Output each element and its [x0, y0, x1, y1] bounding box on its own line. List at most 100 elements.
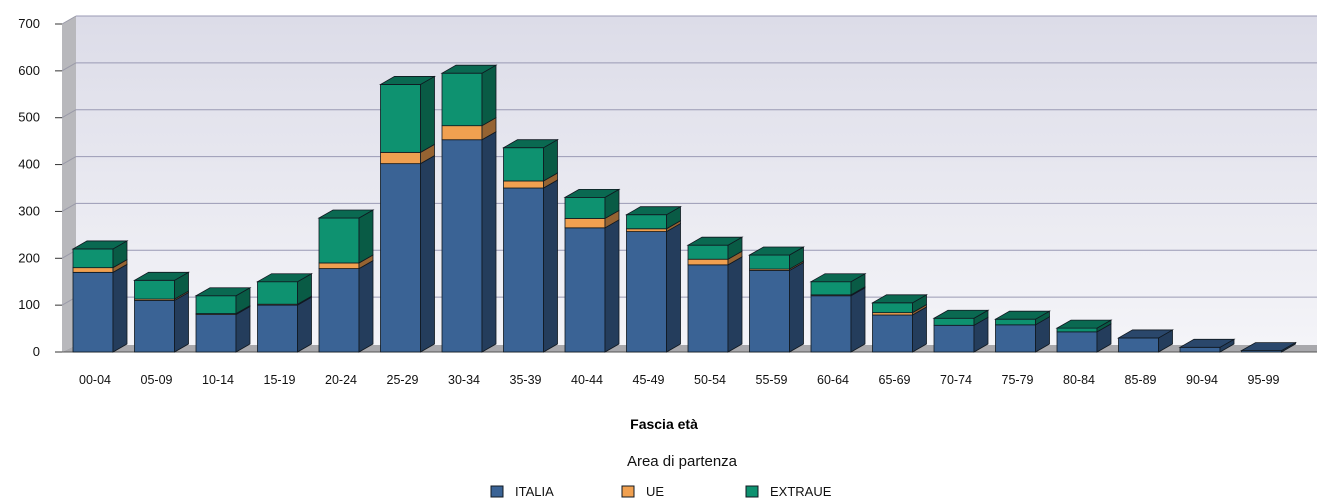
x-axis-title: Fascia età — [630, 416, 698, 432]
y-tick-label: 100 — [18, 297, 40, 312]
bar-side-italia — [112, 263, 128, 353]
bar-segment-italia — [134, 300, 175, 353]
gridline-side — [61, 62, 77, 72]
bar-top — [255, 273, 314, 283]
bar-top — [809, 273, 867, 283]
x-tick-label: 90-94 — [1186, 373, 1218, 387]
x-tick-label: 70-74 — [940, 373, 972, 387]
bar-top — [440, 64, 498, 74]
x-tick-label: 00-04 — [79, 373, 111, 387]
x-tick-label: 10-14 — [202, 373, 234, 387]
bar-side-extraue — [358, 209, 374, 264]
x-tick-label: 85-89 — [1125, 373, 1157, 387]
x-tick-label: 25-29 — [387, 373, 419, 387]
bar-segment-italia — [933, 324, 975, 353]
bar-stack — [993, 310, 1052, 353]
legend-swatch-ue — [621, 485, 635, 498]
x-tick-label: 45-49 — [633, 373, 665, 387]
x-tick-label: 75-79 — [1002, 373, 1034, 387]
bar-side-italia — [174, 291, 189, 353]
bar-top — [1055, 319, 1113, 329]
y-tick-label: 700 — [18, 16, 40, 31]
bar-segment-extraue — [503, 147, 544, 182]
bar-top — [1239, 342, 1298, 351]
bar-side-italia — [481, 131, 497, 353]
bar-segment-extraue — [872, 302, 913, 314]
bar-segment-italia — [1056, 331, 1098, 353]
bar-top — [624, 206, 683, 216]
y-tick-label: 200 — [18, 250, 40, 265]
bar-segment-italia — [503, 187, 544, 353]
x-tick-label: 40-44 — [571, 373, 603, 387]
bar-stack — [563, 188, 621, 353]
y-tick-label: 500 — [18, 110, 40, 125]
legend-swatch-extraue — [745, 485, 759, 498]
bar-segment-italia — [1179, 346, 1221, 353]
bar-segment-italia — [995, 324, 1036, 353]
bar-segment-italia — [687, 264, 729, 353]
bar-stack — [747, 246, 806, 353]
y-tick-label: 300 — [18, 203, 40, 218]
bar-segment-extraue — [1056, 327, 1098, 333]
bar-side-italia — [420, 154, 435, 353]
x-tick-label: 30-34 — [448, 373, 480, 387]
bar-side-extraue — [481, 64, 497, 127]
bar-segment-extraue — [564, 196, 606, 219]
bars — [71, 64, 1298, 353]
x-axis-labels: 00-04 05-09 10-14 15-19 20-24 25-29 30-34 35-39… — [79, 373, 1280, 387]
bar-side-italia — [297, 296, 312, 353]
bar-stack — [686, 236, 744, 353]
legend-swatch-italia — [490, 485, 504, 498]
bar-segment-italia — [1118, 337, 1159, 353]
bar-top — [870, 294, 929, 304]
bar-top — [501, 139, 560, 149]
bar-segment-ue — [503, 180, 544, 189]
bar-segment-ue — [564, 218, 606, 229]
bar-segment-ue — [626, 228, 667, 232]
bar-segment-italia — [441, 139, 483, 353]
bar-segment-extraue — [810, 281, 852, 296]
bar-stack — [1116, 329, 1175, 353]
bar-segment-ue — [72, 267, 114, 273]
x-tick-label: 65-69 — [879, 373, 911, 387]
bar-segment-ue — [318, 262, 360, 269]
bar-side-italia — [604, 219, 620, 353]
bar-top — [194, 287, 252, 297]
bar-segment-extraue — [257, 281, 298, 305]
bar-segment-italia — [195, 314, 237, 353]
bar-stack — [1055, 319, 1113, 353]
x-tick-label: 55-59 — [756, 373, 788, 387]
gridline-side — [61, 156, 77, 166]
bar-top — [563, 188, 621, 198]
x-tick-label: 60-64 — [817, 373, 849, 387]
bar-segment-extraue — [134, 279, 175, 300]
bar-segment-extraue — [380, 84, 421, 153]
bar-top — [932, 309, 990, 319]
x-tick-label: 35-39 — [510, 373, 542, 387]
bar-stack — [624, 206, 683, 353]
bar-segment-ue — [380, 151, 421, 165]
bar-top — [1116, 329, 1175, 339]
legend-title: Area di partenza — [627, 453, 738, 470]
bar-top — [993, 310, 1052, 320]
y-tick-label: 600 — [18, 63, 40, 78]
bar-stack — [501, 139, 560, 353]
bar-segment-italia — [318, 268, 360, 353]
bar-segment-extraue — [441, 72, 483, 127]
bar-top — [1178, 338, 1236, 348]
bar-top — [132, 271, 191, 281]
gridline-side — [61, 15, 77, 25]
bar-side-italia — [666, 222, 681, 353]
bar-segment-extraue — [933, 317, 975, 326]
bar-side-italia — [789, 261, 804, 353]
bar-segment-ue — [687, 258, 729, 266]
x-tick-label: 50-54 — [694, 373, 726, 387]
x-tick-label: 15-19 — [264, 373, 296, 387]
legend-label-italia: ITALIA — [515, 484, 554, 499]
bar-segment-extraue — [72, 248, 114, 269]
bar-stack — [809, 273, 867, 353]
x-tick-label: 05-09 — [141, 373, 173, 387]
legend-label-ue: UE — [646, 484, 664, 499]
bar-segment-extraue — [195, 295, 237, 314]
bar-top — [686, 236, 744, 246]
